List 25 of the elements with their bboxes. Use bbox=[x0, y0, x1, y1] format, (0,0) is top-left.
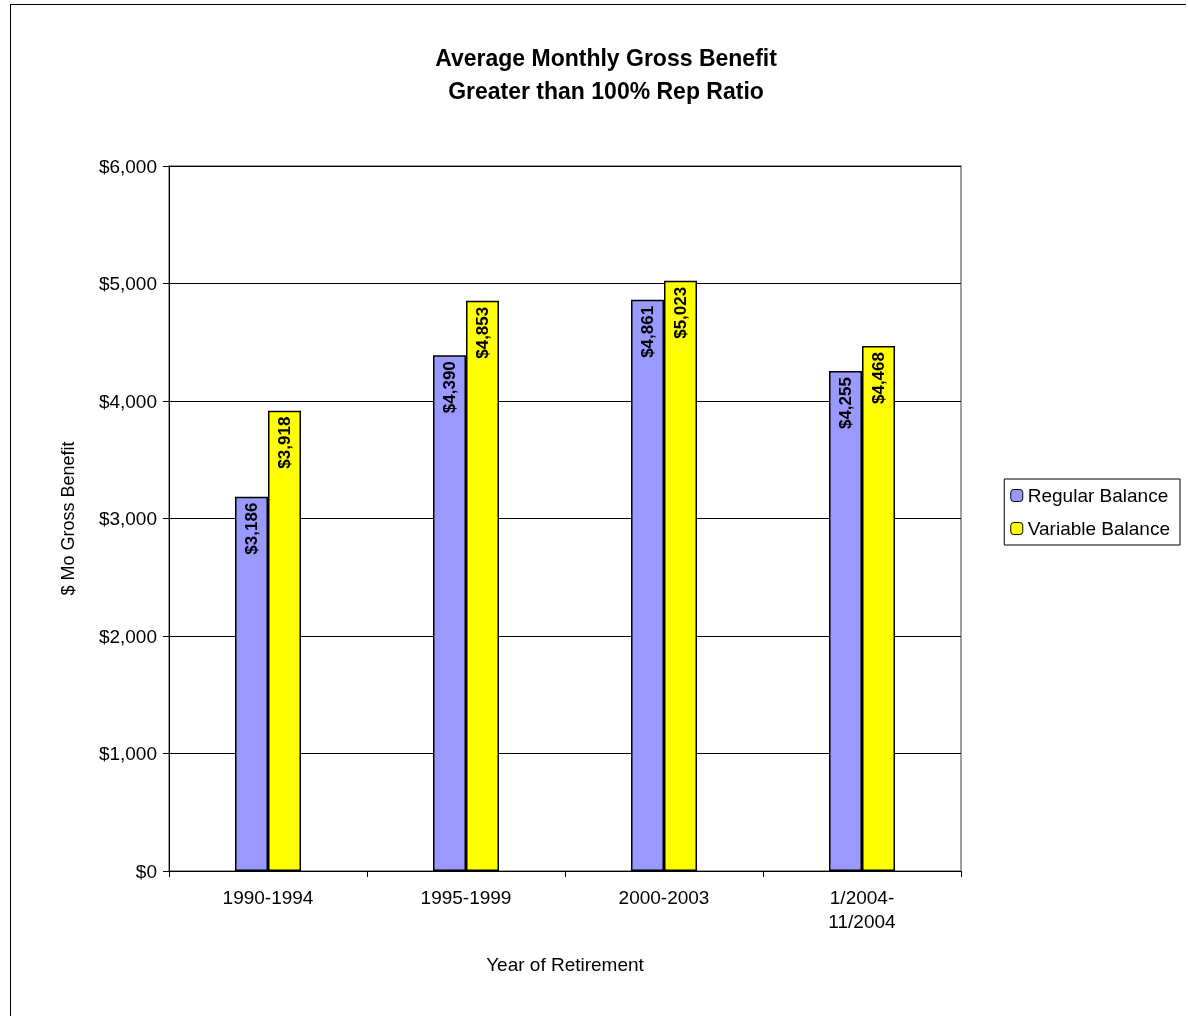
data-label: $4,468 bbox=[869, 352, 888, 405]
x-tick-label: 1995-1999 bbox=[420, 886, 512, 908]
data-label: $3,186 bbox=[242, 502, 261, 555]
data-label: $4,861 bbox=[638, 305, 657, 358]
data-label: $4,390 bbox=[440, 361, 459, 414]
y-tick-label: $1,000 bbox=[98, 743, 157, 764]
y-tick-label: $0 bbox=[135, 860, 157, 882]
chart-subtitle: Greater than 100% Rep Ratio bbox=[448, 77, 764, 104]
data-label: $5,023 bbox=[671, 286, 690, 339]
legend-label: Regular Balance bbox=[1027, 485, 1169, 506]
y-tick-label: $3,000 bbox=[98, 508, 157, 529]
x-axis-title: Year of Retirement bbox=[486, 954, 645, 975]
legend-label: Variable Balance bbox=[1027, 518, 1171, 539]
data-label: $4,255 bbox=[836, 377, 855, 430]
y-axis-title: $ Mo Gross Benefit bbox=[58, 441, 78, 596]
chart-title: Average Monthly Gross Benefit bbox=[435, 44, 778, 71]
x-tick-label: 2000-2003 bbox=[618, 886, 710, 908]
x-tick-label: 1990-1994 bbox=[222, 886, 314, 908]
y-tick-label: $2,000 bbox=[98, 625, 157, 647]
y-tick-label: $6,000 bbox=[98, 155, 157, 177]
y-tick-label: $5,000 bbox=[98, 273, 157, 294]
y-tick-label: $4,000 bbox=[98, 390, 157, 412]
x-tick-label: 1/2004- 11/2004 bbox=[828, 886, 897, 932]
data-label: $4,853 bbox=[473, 306, 492, 359]
data-label: $3,918 bbox=[275, 416, 294, 469]
